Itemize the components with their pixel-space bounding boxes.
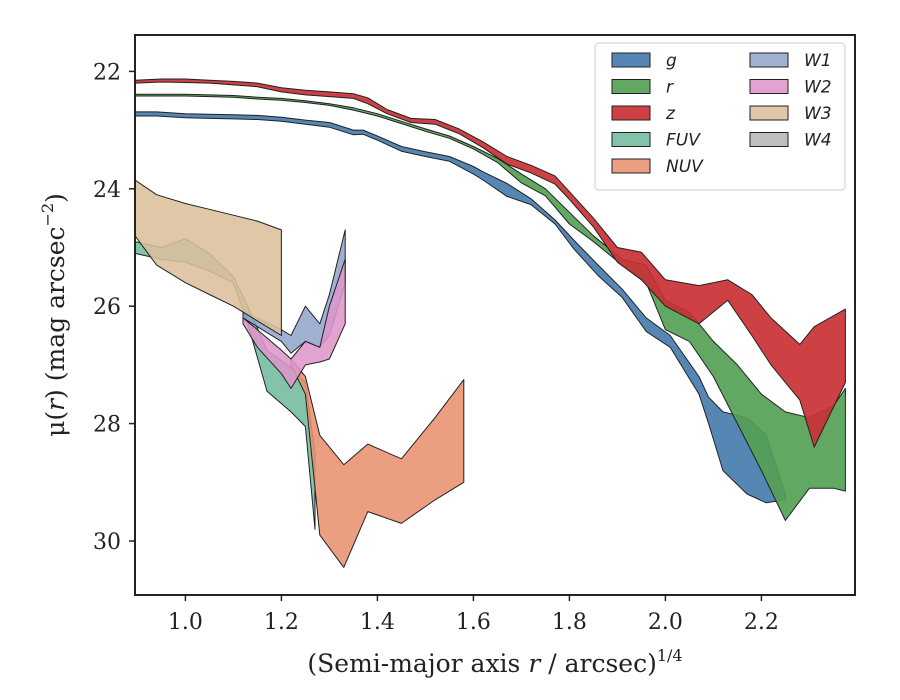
legend-label-r: r (666, 78, 674, 98)
y-axis-label: μ(r) (mag arcsec−2) (38, 193, 70, 437)
y-tick-label: 28 (93, 413, 121, 438)
legend-label-w1: W1 (804, 51, 832, 71)
legend-swatch-w1 (749, 52, 789, 68)
y-tick-label: 22 (93, 60, 121, 85)
plot-frame (134, 34, 856, 596)
legend-label-w3: W3 (804, 104, 832, 124)
y-tick-label: 24 (93, 178, 121, 203)
legend-swatch-g (611, 52, 651, 68)
legend-label-nuv: NUV (666, 157, 704, 177)
legend-swatch-fuv (611, 132, 651, 147)
legend-swatch-r (611, 79, 651, 94)
y-tick-label: 26 (93, 295, 121, 320)
legend-swatch-w3 (749, 105, 789, 121)
legend: grz FUV NUV W1 W2 W3 W4 (594, 42, 846, 191)
x-tick-label: 1.2 (264, 610, 299, 635)
y-tick-label: 30 (93, 530, 121, 555)
x-axis-label: (Semi-major axis r / arcsec)1/4 (307, 646, 682, 678)
x-tick-label: 1.0 (168, 610, 203, 635)
legend-label-g: g (666, 51, 677, 71)
band-nuv (290, 358, 465, 568)
band-r (135, 93, 846, 521)
band-w2 (242, 258, 346, 389)
series-bands (135, 78, 846, 568)
y-axis-ticks: 22 24 26 28 30 (93, 60, 135, 555)
band-z (135, 78, 846, 448)
x-tick-label: 2.2 (744, 610, 779, 635)
band-w3 (135, 179, 282, 336)
x-tick-label: 2.0 (648, 610, 683, 635)
x-tick-label: 1.6 (456, 610, 491, 635)
legend-label-w4: W4 (804, 131, 832, 151)
x-tick-label: 1.4 (360, 610, 395, 635)
legend-swatch-z (611, 105, 651, 121)
legend-label-z: z (665, 104, 676, 124)
legend-label-fuv: FUV (666, 131, 701, 151)
legend-swatch-nuv (611, 158, 651, 174)
legend-swatch-w2 (749, 79, 789, 94)
legend-label-w2: W2 (804, 78, 832, 98)
x-tick-label: 1.8 (552, 610, 587, 635)
legend-swatch-w4 (749, 132, 789, 147)
